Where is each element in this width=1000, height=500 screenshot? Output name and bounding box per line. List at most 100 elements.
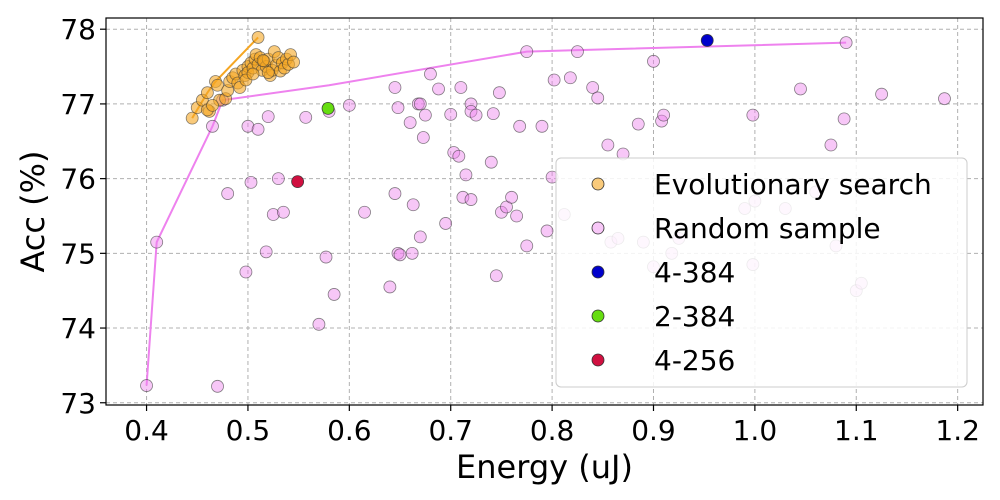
point-random-sample	[540, 224, 554, 238]
point-random-sample	[824, 138, 838, 152]
legend-label-4-384: 4-384	[654, 256, 735, 289]
point-random-sample	[393, 248, 407, 262]
point-random-sample	[383, 280, 397, 294]
point-random-sample	[241, 119, 255, 133]
point-random-sample	[391, 246, 405, 260]
y-tick-label: 73	[60, 387, 96, 420]
point-random-sample	[492, 86, 506, 100]
point-random-sample	[439, 217, 453, 230]
point-evolutionary-search	[211, 78, 224, 92]
point-random-sample	[211, 379, 224, 393]
point-random-sample	[388, 187, 402, 200]
point-random-sample	[657, 108, 671, 122]
point-random-sample	[416, 131, 430, 144]
point-random-sample	[513, 119, 527, 133]
legend: Evolutionary search Random sample 4-384 …	[555, 157, 968, 388]
x-axis-label: Energy (uJ)	[456, 448, 633, 486]
point-random-sample	[938, 92, 951, 106]
point-random-sample	[266, 208, 280, 221]
legend-marker-4-384	[591, 265, 605, 279]
point-random-sample	[571, 45, 584, 59]
point-random-sample	[586, 81, 600, 94]
point-random-sample	[239, 265, 253, 279]
y-tick-label: 74	[60, 312, 96, 345]
point-random-sample	[837, 112, 851, 126]
point-evolutionary-search	[206, 99, 219, 112]
point-random-sample	[535, 119, 549, 133]
x-tick-label: 0.8	[530, 414, 575, 447]
point-random-sample	[388, 81, 402, 94]
point-random-sample	[547, 73, 561, 87]
point-random-sample	[647, 54, 660, 68]
point-random-sample	[391, 101, 405, 115]
legend-box	[555, 157, 968, 388]
point-evolutionary-search	[256, 54, 270, 67]
x-tick-label: 1.2	[935, 414, 980, 447]
y-axis-label: Acc (%)	[14, 150, 52, 272]
legend-marker-random-sample	[591, 221, 605, 235]
axis-ticks: 0.4 0.5 0.6 0.7 0.8 0.9 1.0 1.1 1.2 73 74 75 76 77 78	[60, 13, 980, 447]
point-random-sample	[342, 99, 356, 112]
point-random-sample	[486, 107, 500, 121]
x-tick-label: 0.9	[631, 414, 676, 447]
point-random-sample	[403, 116, 417, 129]
point-random-sample	[259, 245, 273, 259]
x-tick-label: 1.1	[834, 414, 879, 447]
point-random-sample	[591, 91, 605, 105]
point-random-sample	[424, 67, 437, 81]
point-random-sample	[358, 205, 371, 219]
pareto-line-random-sample	[145, 41, 847, 386]
point-random-sample	[413, 97, 427, 111]
legend-marker-evolutionary-search	[591, 177, 605, 191]
point-random-sample	[406, 198, 420, 212]
point-random-sample	[794, 82, 807, 96]
point-random-sample	[221, 187, 235, 200]
point-random-sample	[319, 250, 333, 264]
point-4-256	[291, 175, 305, 189]
plot-frame	[105, 17, 984, 406]
point-random-sample	[505, 190, 518, 204]
point-random-sample	[271, 172, 285, 186]
point-random-sample	[459, 168, 473, 182]
point-random-sample	[327, 288, 341, 301]
point-evolutionary-search	[200, 86, 214, 100]
point-random-sample	[489, 269, 503, 283]
legend-marker-2-384	[591, 309, 605, 323]
point-random-sample	[510, 209, 524, 223]
point-random-sample	[277, 205, 290, 219]
x-tick-label: 0.5	[226, 414, 271, 447]
point-random-sample	[464, 193, 478, 206]
point-random-sample	[150, 235, 164, 249]
point-random-sample	[405, 246, 419, 260]
point-random-sample	[746, 108, 760, 122]
y-tick-label: 77	[60, 88, 96, 121]
y-tick-label: 76	[60, 163, 96, 196]
y-tick-label: 78	[60, 13, 96, 46]
point-random-sample	[312, 317, 326, 331]
point-random-sample	[418, 108, 432, 122]
point-random-sample	[299, 110, 313, 124]
point-evolutionary-search	[287, 55, 300, 69]
point-random-sample	[140, 379, 153, 392]
point-random-sample	[444, 107, 458, 121]
point-random-sample	[631, 117, 645, 131]
legend-label-random-sample: Random sample	[654, 212, 881, 245]
point-random-sample	[520, 239, 534, 253]
x-tick-label: 0.7	[428, 414, 473, 447]
point-evolutionary-search	[246, 67, 260, 81]
point-evolutionary-search	[261, 66, 275, 79]
point-random-sample	[520, 45, 534, 59]
point-random-sample	[251, 122, 265, 136]
point-random-sample	[456, 190, 470, 204]
point-2-384	[321, 101, 335, 115]
point-evolutionary-search	[251, 31, 265, 44]
point-random-sample	[244, 175, 258, 189]
point-random-sample	[464, 97, 478, 111]
point-evolutionary-search	[185, 111, 199, 125]
x-tick-label: 1.0	[733, 414, 778, 447]
point-4-384	[700, 34, 714, 47]
legend-marker-4-256	[591, 353, 605, 367]
point-random-sample	[601, 138, 615, 152]
legend-label-2-384: 2-384	[654, 300, 735, 333]
